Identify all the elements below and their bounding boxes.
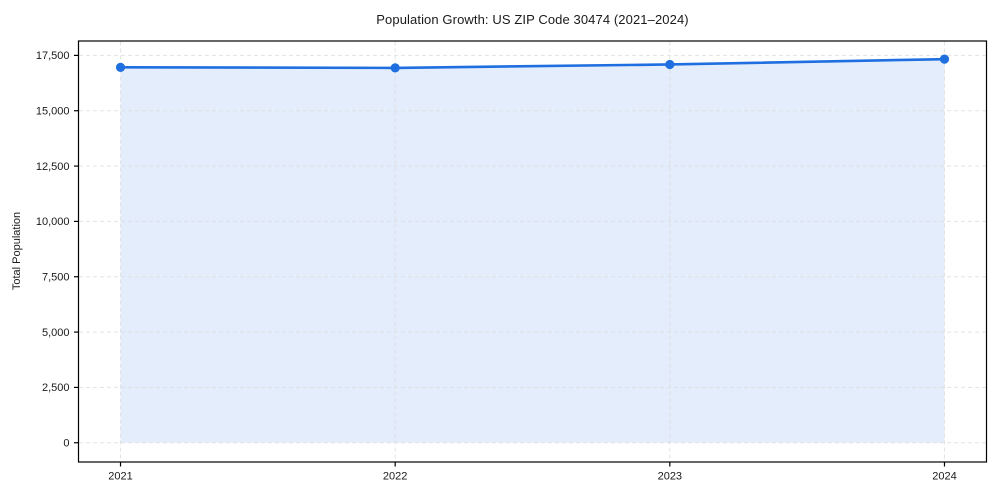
chart-title: Population Growth: US ZIP Code 30474 (20…	[376, 12, 689, 27]
trend-line	[119, 57, 946, 70]
y-tick-label-10,000: 10,000	[36, 216, 70, 228]
data-point-2022	[390, 63, 400, 73]
y-tick-label-17,500: 17,500	[36, 50, 70, 62]
x-tick-label-2024: 2024	[932, 471, 956, 483]
y-tick-label-7,500: 7,500	[42, 272, 70, 284]
x-tick-label-2023: 2023	[658, 471, 682, 483]
x-tick-label-2022: 2022	[383, 471, 407, 483]
data-point-2021	[115, 62, 126, 72]
data-point-2024	[939, 54, 950, 64]
plot-area-border	[77, 40, 988, 463]
area-fill	[120, 59, 945, 443]
data-point-2023	[665, 59, 675, 70]
y-tick-label-2,500: 2,500	[42, 382, 70, 394]
y-tick-label-15,000: 15,000	[36, 106, 70, 118]
y-tick-label-0: 0	[63, 438, 69, 450]
y-tick-label-5,000: 5,000	[42, 327, 70, 339]
y-tick-label-12,500: 12,500	[36, 161, 70, 173]
x-tick-label-2021: 2021	[108, 471, 132, 483]
